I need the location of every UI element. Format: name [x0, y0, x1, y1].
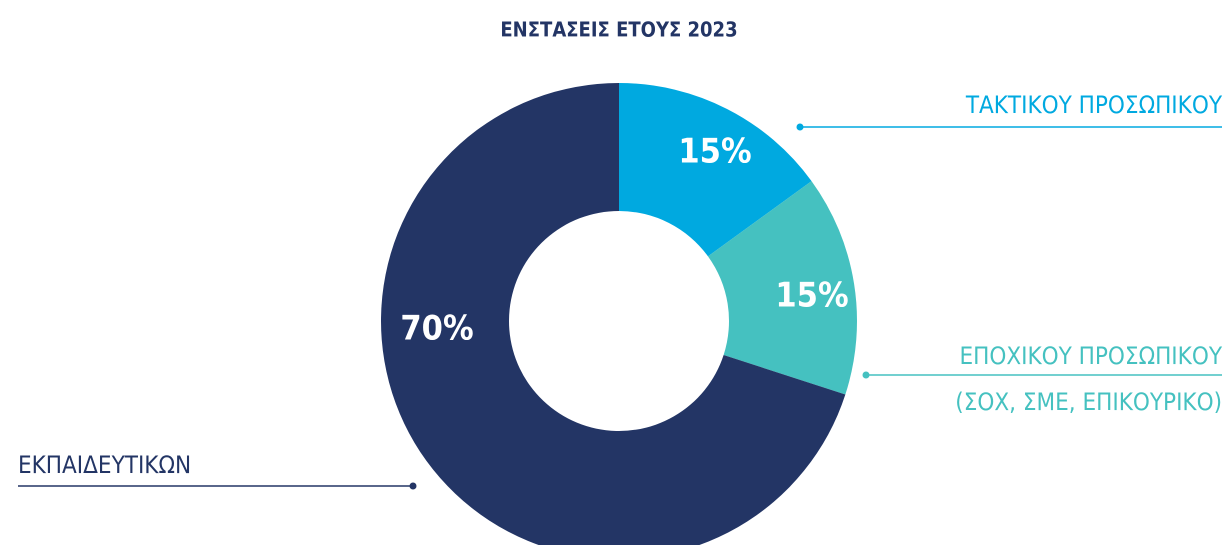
donut-slice: [381, 83, 846, 545]
value-label: 15%: [678, 132, 751, 172]
leader-dot: [796, 123, 804, 131]
leader-dot: [409, 482, 417, 490]
value-label: 70%: [400, 309, 473, 349]
chart-title: ΕΝΣΤΑΣΕΙΣ ΕΤΟΥΣ 2023: [500, 18, 737, 42]
category-label: ΤΑΚΤΙΚΟΥ ΠΡΟΣΩΠΙΚΟΥ: [965, 91, 1223, 119]
category-label: ΕΠΟΧΙΚΟΥ ΠΡΟΣΩΠΙΚΟΥ (ΣΟΧ, ΣΜΕ, ΕΠΙΚΟΥΡΙΚΟ…: [955, 342, 1223, 416]
category-label: ΕΚΠΑΙΔΕΥΤΙΚΩΝ: [18, 451, 191, 479]
donut-slice: [707, 181, 857, 395]
value-label: 15%: [775, 276, 848, 316]
leader-dot: [862, 371, 870, 379]
donut-slice: [619, 83, 812, 257]
